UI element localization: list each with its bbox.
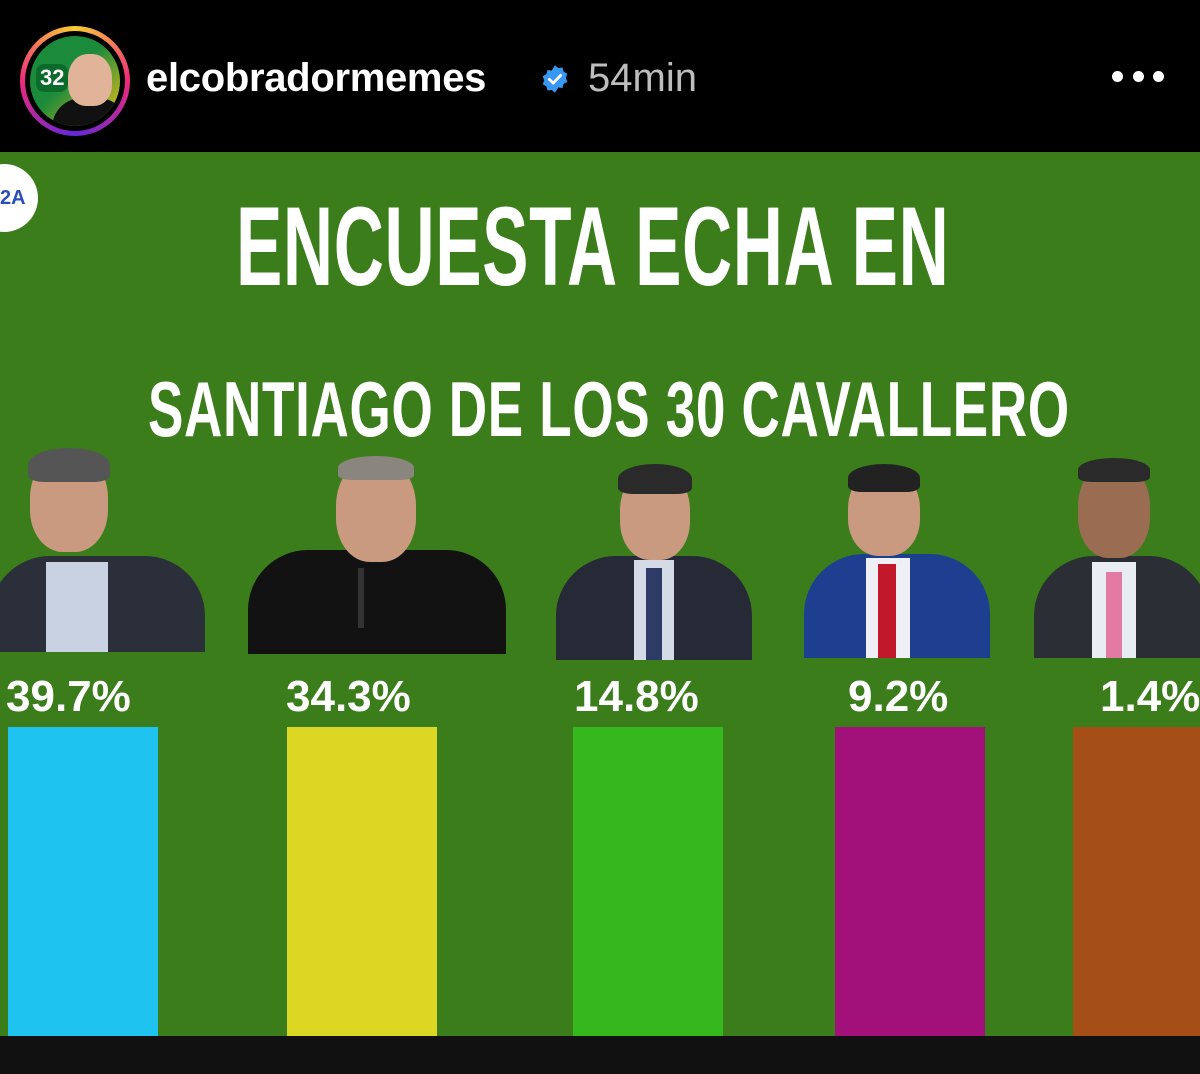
candidate-photo-3 bbox=[556, 464, 752, 660]
bar-label-4: 9.2% bbox=[848, 672, 949, 721]
avatar-badge: 32 bbox=[36, 64, 69, 92]
verified-badge-icon bbox=[542, 65, 568, 93]
candidate-photo-4 bbox=[804, 464, 990, 658]
bar-label-2: 34.3% bbox=[286, 672, 411, 721]
post-time: 54min bbox=[588, 56, 697, 100]
bar-5 bbox=[1073, 727, 1200, 1036]
bar-label-3: 14.8% bbox=[574, 672, 699, 721]
bar-4 bbox=[835, 727, 985, 1036]
channel-logo: 2A bbox=[0, 164, 38, 232]
bar-label-1: 39.7% bbox=[6, 672, 131, 721]
story-ring[interactable]: 32 bbox=[20, 26, 130, 136]
username-link[interactable]: elcobradormemes bbox=[146, 56, 487, 100]
candidate-photo-2 bbox=[248, 456, 506, 654]
bar-3 bbox=[573, 727, 723, 1036]
logo-text: 2A bbox=[0, 187, 26, 209]
poster-title-line2: SANTIAGO DE LOS 30 CAVALLERO bbox=[148, 365, 1070, 453]
bar-label-5: 1.4% bbox=[1100, 672, 1200, 721]
poll-poster: 2A ENCUESTA ECHA EN SANTIAGO DE LOS 30 C… bbox=[0, 152, 1200, 1036]
more-options-icon[interactable] bbox=[1112, 56, 1164, 96]
post-header: 32 elcobradormemes 54min bbox=[0, 0, 1200, 152]
candidate-photo-5 bbox=[1034, 458, 1200, 658]
bar-1 bbox=[8, 727, 158, 1036]
candidate-photo-1 bbox=[0, 448, 210, 652]
avatar[interactable]: 32 bbox=[30, 36, 120, 126]
poster-title-line1: ENCUESTA ECHA EN bbox=[236, 184, 950, 309]
post-bottom-strip bbox=[0, 1036, 1200, 1074]
bar-2 bbox=[287, 727, 437, 1036]
